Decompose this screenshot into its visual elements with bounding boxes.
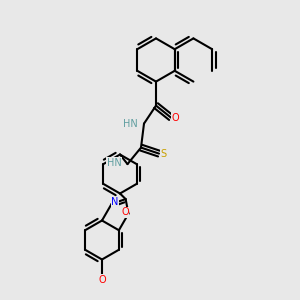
Text: O: O [172,112,179,123]
Text: HN: HN [123,118,138,129]
Text: O: O [98,274,106,285]
Text: S: S [160,148,166,159]
Text: HN: HN [107,158,122,168]
Text: O: O [121,207,129,217]
Text: N: N [112,197,119,207]
